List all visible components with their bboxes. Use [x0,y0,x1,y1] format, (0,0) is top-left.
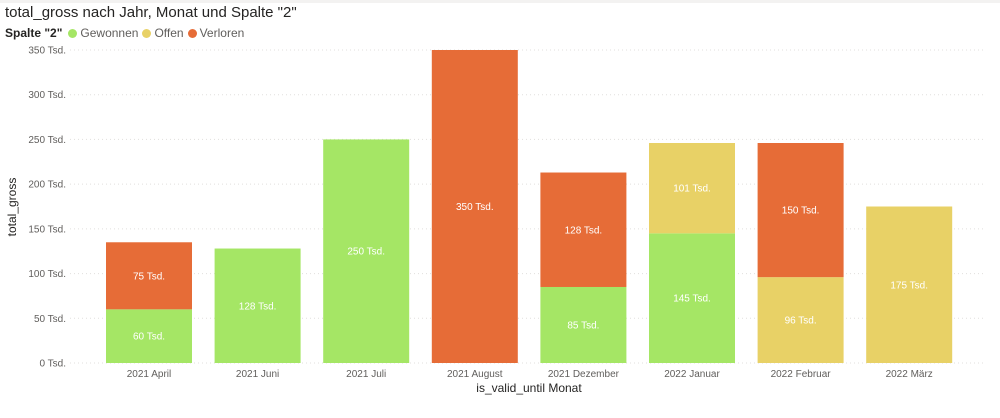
bar-segment-offen[interactable] [757,277,844,363]
y-tick-label: 300 Tsd. [28,90,66,101]
legend-dot-verloren [187,28,197,38]
data-label: 60 Tsd. [133,332,165,343]
legend[interactable]: Spalte "2" Gewonnen Offen Verloren [5,26,248,40]
top-border [0,0,1000,3]
data-label: 150 Tsd. [782,206,820,217]
x-tick-label: 2022 Januar [664,369,720,380]
data-label: 128 Tsd. [565,225,603,236]
y-tick-label: 100 Tsd. [28,269,66,280]
legend-dot-gewonnen [68,28,78,38]
bar-segment-verloren[interactable] [106,242,192,310]
data-label: 101 Tsd. [673,184,711,195]
y-tick-label: 0 Tsd. [40,359,67,370]
bar-segment-gewonnen[interactable] [214,248,301,363]
x-axis-title: is_valid_until Monat [476,381,582,395]
data-label: 75 Tsd. [133,271,165,282]
legend-item-offen[interactable]: Offen [142,26,184,40]
bar-segment-verloren[interactable] [431,50,518,363]
gridlines [70,49,985,364]
x-tick-label: 2021 Dezember [548,369,620,380]
bar-segment-verloren[interactable] [757,143,844,278]
x-tick-label: 2021 August [447,369,503,380]
data-label: 250 Tsd. [347,247,385,258]
data-label: 145 Tsd. [673,294,711,305]
bar-segment-offen[interactable] [866,206,953,364]
legend-label-offen: Offen [154,26,184,40]
legend-item-gewonnen[interactable]: Gewonnen [68,26,138,40]
data-label: 350 Tsd. [456,202,494,213]
bar-segment-gewonnen[interactable] [106,309,192,363]
legend-label-gewonnen: Gewonnen [80,26,139,40]
y-tick-label: 350 Tsd. [28,46,66,57]
bar-segment-offen[interactable] [649,143,735,234]
data-label: 175 Tsd. [890,280,928,291]
bar-segment-gewonnen[interactable] [649,233,735,363]
bar-segment-verloren[interactable] [540,172,627,287]
bars[interactable]: 60 Tsd. 75 Tsd. 128 Tsd. 250 Tsd. 350 Tsd. 85… [106,50,953,364]
legend-label-verloren: Verloren [199,26,245,40]
x-tick-label: 2022 Februar [771,369,832,380]
y-tick-label: 50 Tsd. [34,314,66,325]
legend-dot-offen [142,28,152,38]
bar-segment-gewonnen[interactable] [323,139,410,363]
data-label: 96 Tsd. [785,316,817,327]
y-axis-ticks: 0 Tsd. 50 Tsd. 100 Tsd. 150 Tsd. 200 Tsd. 250… [28,46,66,370]
data-label: 85 Tsd. [567,320,599,331]
legend-title: Spalte "2" [5,26,63,40]
data-label: 128 Tsd. [239,301,277,312]
x-tick-label: 2021 April [127,369,171,380]
x-axis-ticks: 2021 April 2021 Juni 2021 Juli 2021 August 2… [127,369,933,380]
x-tick-label: 2021 Juni [236,369,279,380]
y-tick-label: 250 Tsd. [28,135,66,146]
x-tick-label: 2021 Juli [346,369,386,380]
bar-segment-gewonnen[interactable] [540,286,627,363]
chart-title: total_gross nach Jahr, Monat und Spalte … [5,4,297,21]
y-tick-label: 200 Tsd. [28,180,66,191]
y-tick-label: 150 Tsd. [28,224,66,235]
x-tick-label: 2022 März [886,369,933,380]
legend-item-verloren[interactable]: Verloren [187,26,245,40]
y-axis-title: total_gross [5,178,19,237]
